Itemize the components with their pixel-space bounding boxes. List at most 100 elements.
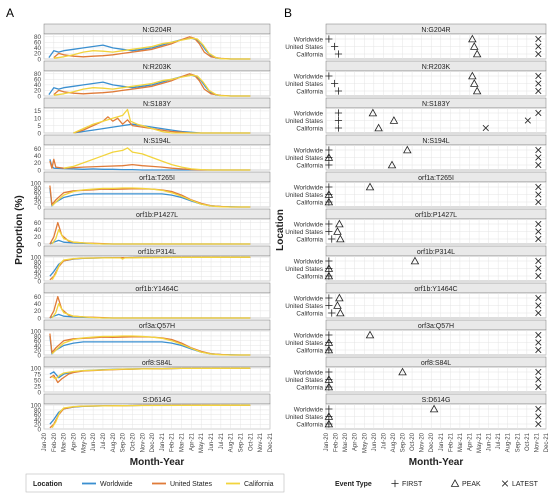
facet-title: orf3a:Q57H <box>418 323 454 330</box>
cross-marker-icon <box>535 220 542 228</box>
y-tick-label: 20 <box>34 160 42 167</box>
cross-marker-icon <box>535 161 542 169</box>
y-tick-label: 20 <box>34 348 42 355</box>
x-tick-label: Jan-20 <box>42 432 48 451</box>
triangle-marker-icon <box>324 375 334 383</box>
cross-marker-icon <box>535 331 542 339</box>
x-axis-label: Month-Year <box>130 457 185 468</box>
legend-label-united-states: United States <box>170 481 213 488</box>
series-line-california <box>53 74 251 97</box>
x-tick-label: Jun-21 <box>487 432 493 451</box>
cross-marker-icon <box>535 257 542 265</box>
x-tick-label: Apr-21 <box>189 432 195 451</box>
y-tick-label: 40 <box>34 343 42 350</box>
x-tick-label: Jul-20 <box>381 432 387 449</box>
legend-label-worldwide: Worldwide <box>100 481 133 488</box>
plus-marker-icon <box>334 116 343 125</box>
triangle-marker-icon <box>387 160 397 169</box>
y-category-label: Worldwide <box>294 406 324 413</box>
x-tick-label: Mar-20 <box>343 432 349 452</box>
series-line-california <box>51 303 251 319</box>
plus-marker-icon <box>334 50 343 58</box>
x-tick-label: Sep-21 <box>515 432 521 452</box>
y-category-label: California <box>296 347 323 354</box>
cross-marker-icon <box>535 413 542 420</box>
cross-marker-icon <box>535 265 542 272</box>
y-tick-label: 5 <box>37 123 41 130</box>
y-tick-label: 0 <box>37 315 41 322</box>
x-tick-label: Apr-21 <box>467 432 473 451</box>
y-category-label: Worldwide <box>294 110 324 117</box>
y-category-label: United States <box>285 266 323 273</box>
triangle-marker-icon <box>468 34 477 43</box>
y-tick-label: 60 <box>34 190 42 197</box>
x-tick-label: Jan-21 <box>439 432 445 451</box>
series-line-worldwide <box>48 74 251 97</box>
plus-marker-icon <box>325 301 333 310</box>
y-category-label: United States <box>285 192 323 199</box>
y-category-label: United States <box>285 377 323 384</box>
plus-marker-icon <box>325 161 333 169</box>
cross-marker-icon <box>535 302 542 309</box>
x-tick-label: Aug-21 <box>506 432 512 452</box>
y-category-label: California <box>296 273 323 280</box>
y-tick-label: 0 <box>37 426 41 433</box>
facet-title: orf1b:P1427L <box>136 212 178 219</box>
plus-marker-icon <box>325 405 333 413</box>
cross-marker-icon <box>535 198 542 206</box>
cross-marker-icon <box>535 368 542 376</box>
facet-title: orf8:S84L <box>142 360 172 367</box>
facet-title: orf1b:Y1464C <box>135 286 178 293</box>
y-category-label: United States <box>285 303 323 310</box>
y-tick-label: 20 <box>34 308 42 315</box>
cross-marker-icon <box>535 154 542 161</box>
plus-marker-icon <box>331 42 339 51</box>
cross-marker-icon <box>535 235 542 243</box>
y-category-label: Worldwide <box>294 73 324 80</box>
plus-marker-icon <box>334 124 343 132</box>
plus-marker-icon <box>334 87 343 95</box>
triangle-marker-icon <box>324 345 334 354</box>
cross-marker-icon <box>535 72 542 80</box>
y-tick-label: 100 <box>30 328 41 335</box>
triangle-marker-icon <box>469 79 479 87</box>
x-tick-label: May-21 <box>199 432 205 453</box>
x-axis-label: Month-Year <box>409 457 464 468</box>
y-axis-label: Proportion (%) <box>14 195 25 264</box>
x-tick-label: Jun-21 <box>209 432 215 451</box>
plus-marker-icon <box>325 72 333 80</box>
triangle-marker-icon <box>324 338 334 346</box>
y-tick-label: 40 <box>34 269 42 276</box>
x-tick-label: Mar-21 <box>180 432 186 452</box>
y-tick-label: 60 <box>34 146 42 153</box>
x-tick-label: Jul-20 <box>101 432 107 449</box>
panel-label-a: A <box>6 6 14 20</box>
y-category-label: Worldwide <box>294 258 324 265</box>
y-tick-label: 100 <box>30 180 41 187</box>
x-tick-label: May-20 <box>362 432 368 453</box>
facet-title: S:D614G <box>143 397 172 404</box>
x-tick-label: Jul-21 <box>219 432 225 449</box>
x-tick-label: Jan-20 <box>324 432 330 451</box>
y-tick-label: 20 <box>34 234 42 241</box>
y-category-label: United States <box>285 81 323 88</box>
y-tick-label: 0 <box>37 389 41 396</box>
y-tick-label: 0 <box>37 278 41 285</box>
cross-marker-icon <box>535 420 542 428</box>
y-tick-label: 0 <box>37 167 41 174</box>
x-tick-label: Nov-21 <box>258 432 264 452</box>
facet-plot-area <box>43 218 271 245</box>
series-line-california <box>51 229 251 245</box>
facet-title: N:S183Y <box>422 101 450 108</box>
